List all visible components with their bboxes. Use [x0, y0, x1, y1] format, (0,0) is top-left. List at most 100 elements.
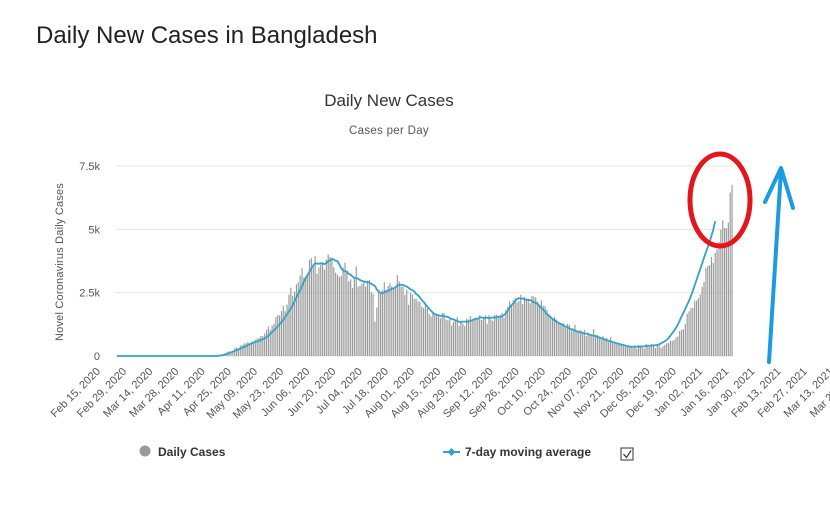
legend-item-daily-cases[interactable]: Daily Cases	[139, 445, 226, 459]
bar	[473, 318, 475, 356]
y-axis-label: Novel Coronavirus Daily Cases	[54, 183, 66, 341]
bar	[695, 300, 698, 356]
bar	[679, 330, 681, 356]
bar	[544, 306, 546, 356]
legend-item-moving-average[interactable]: 7-day moving average	[443, 445, 591, 459]
bar	[482, 317, 484, 356]
bar	[492, 320, 494, 356]
bar	[258, 338, 260, 356]
bar	[439, 318, 441, 356]
legend-moving-average-label: 7-day moving average	[465, 445, 591, 459]
bar	[353, 277, 355, 356]
bar	[245, 343, 247, 356]
bar	[267, 326, 269, 356]
bar	[677, 336, 679, 356]
legend-moving-average-marker	[447, 448, 456, 456]
bar	[658, 345, 660, 356]
bar	[651, 344, 653, 356]
arrow-shaft	[767, 168, 783, 364]
bar	[391, 286, 393, 356]
bar	[542, 305, 544, 356]
bar	[469, 316, 471, 356]
bar	[553, 317, 556, 356]
bar	[249, 343, 251, 356]
bar	[583, 330, 585, 356]
bar	[432, 312, 434, 356]
bar	[415, 298, 417, 356]
bar	[280, 311, 283, 356]
bar	[308, 259, 311, 356]
bar	[437, 315, 440, 356]
bar	[357, 286, 359, 356]
bar	[710, 256, 713, 356]
bar	[551, 319, 554, 356]
bar	[314, 256, 316, 356]
bar	[508, 301, 511, 356]
bar	[361, 283, 363, 356]
bar	[522, 304, 524, 356]
legend: Daily Cases 7-day moving average	[139, 445, 634, 461]
bar	[632, 348, 634, 356]
bar	[576, 330, 578, 356]
bar	[714, 252, 716, 356]
bar	[555, 319, 557, 356]
bar	[643, 348, 645, 356]
bar	[580, 330, 582, 356]
bar	[594, 336, 597, 356]
bar	[250, 341, 253, 356]
bar	[652, 344, 655, 356]
bar	[344, 262, 346, 356]
legend-checkbox[interactable]	[620, 447, 634, 461]
bar	[396, 275, 398, 356]
bar	[578, 330, 580, 356]
bar	[430, 316, 432, 356]
bar	[729, 192, 731, 356]
bar	[662, 346, 664, 356]
bar	[636, 348, 638, 356]
bar	[598, 336, 600, 356]
bar	[366, 280, 369, 356]
bar	[574, 324, 576, 356]
highlight-circle-annotation	[687, 151, 753, 249]
bar	[376, 307, 378, 356]
bar	[479, 315, 481, 356]
bar	[624, 347, 627, 356]
bar	[307, 275, 309, 356]
bar	[460, 320, 462, 356]
bar	[557, 321, 559, 356]
bar	[408, 304, 410, 356]
bar	[507, 306, 509, 356]
bar	[451, 325, 453, 356]
bar	[239, 345, 241, 356]
bar	[464, 325, 466, 356]
bar	[458, 325, 460, 356]
moving-average-series	[116, 220, 717, 357]
bar	[290, 287, 292, 356]
bar	[310, 258, 312, 356]
bar	[441, 312, 443, 356]
bar	[305, 276, 307, 356]
bar	[520, 294, 522, 356]
bar	[394, 288, 397, 356]
bar	[484, 315, 486, 356]
moving-average-line	[116, 220, 717, 357]
bar	[593, 329, 595, 356]
bar	[682, 329, 685, 356]
page-title: Daily New Cases in Bangladesh	[36, 22, 378, 49]
bar	[413, 298, 415, 356]
bar	[445, 319, 447, 356]
bar	[252, 342, 255, 356]
bar	[383, 282, 385, 356]
bar	[346, 270, 348, 356]
bar	[389, 283, 391, 356]
bar	[669, 340, 671, 356]
bar	[722, 220, 724, 356]
bar	[355, 266, 357, 356]
bar	[236, 347, 238, 356]
bar	[436, 315, 438, 356]
bar	[400, 286, 402, 356]
bar	[299, 275, 301, 356]
bar	[529, 303, 531, 356]
bar	[273, 323, 275, 356]
